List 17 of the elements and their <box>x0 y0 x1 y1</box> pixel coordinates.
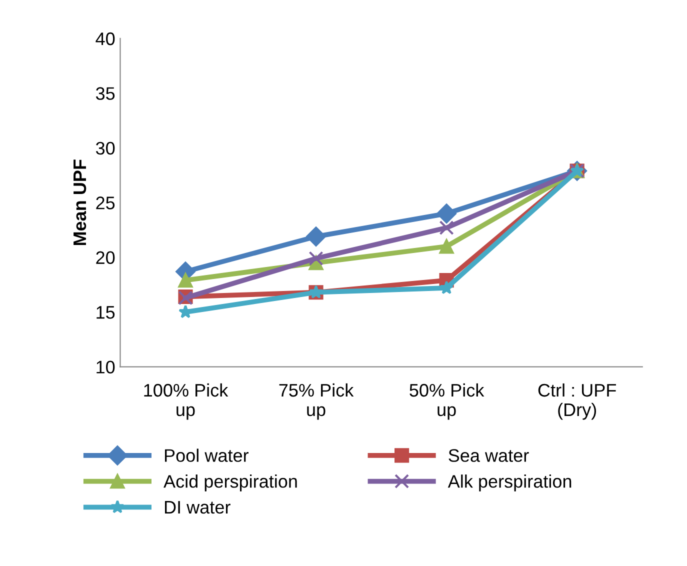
y-tick-label: 40 <box>96 32 115 46</box>
x-tick-label: 75% Pick up <box>279 383 354 420</box>
y-tick-label: 25 <box>96 196 115 210</box>
legend-label: Alk perspiration <box>448 474 572 492</box>
legend-label: Sea water <box>448 449 529 462</box>
legend-label: Acid perspiration <box>164 474 297 492</box>
x-tick-label: 50% Pick up <box>410 383 484 420</box>
x-tick-label: 100% Pick up <box>144 383 228 420</box>
y-tick-label: 20 <box>96 251 115 264</box>
x-tick-label: Ctrl : UPF (Dry) <box>538 383 616 420</box>
y-tick-label: 30 <box>96 142 115 155</box>
y-tick-label: 35 <box>96 87 115 100</box>
y-tick-label: 10 <box>96 360 115 374</box>
y-axis-title: Mean UPF <box>74 160 86 246</box>
legend-label: DI water <box>164 501 230 514</box>
y-tick-label: 15 <box>96 306 115 319</box>
legend-label: Pool water <box>164 448 249 462</box>
